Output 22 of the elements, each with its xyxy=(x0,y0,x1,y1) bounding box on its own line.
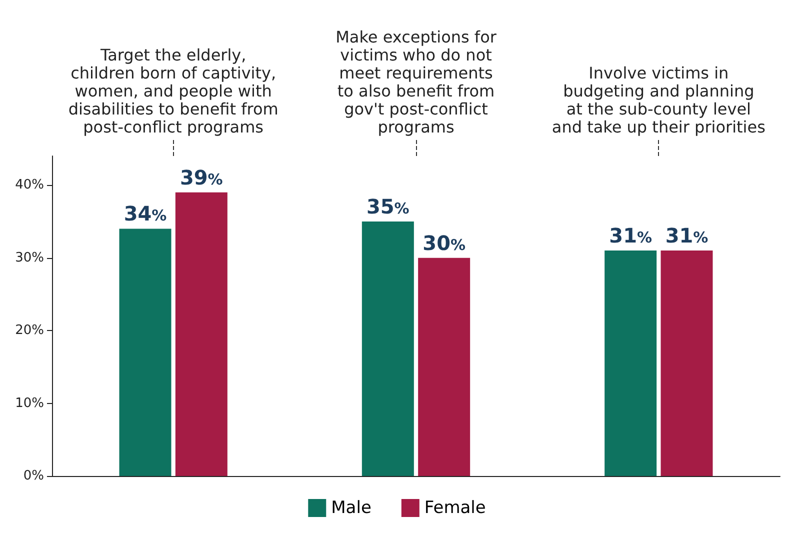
legend-label: Male xyxy=(331,498,372,518)
legend-label: Female xyxy=(424,498,486,518)
data-label: 31% xyxy=(665,224,708,248)
data-label: 39% xyxy=(180,165,223,190)
data-label: 30% xyxy=(422,230,466,255)
x-tick-label: Make exceptions for victims who do not meet requirements to also benefit from gov't post-conflict programs xyxy=(336,28,497,136)
data-label: 35% xyxy=(366,194,410,218)
data-label: 34% xyxy=(124,202,167,226)
bar xyxy=(660,250,713,476)
y-tick-label: 40% xyxy=(15,178,44,193)
bar xyxy=(362,221,414,476)
x-tick-label: Involve victims in budgeting and planning at the sub-county level and take up their priorities xyxy=(552,64,766,136)
y-tick-label: 20% xyxy=(15,323,44,338)
x-tick-label: Target the elderly, children born of captivity, women, and people with disabilities to benefit from post-conflict programs xyxy=(68,46,278,136)
bar xyxy=(119,228,172,476)
bar xyxy=(175,192,228,476)
y-tick-label: 0% xyxy=(23,468,44,484)
data-label: 31% xyxy=(609,224,652,248)
bar xyxy=(418,258,470,476)
y-tick-label: 10% xyxy=(15,396,44,411)
bar xyxy=(604,250,657,476)
y-tick-label: 30% xyxy=(15,250,44,266)
